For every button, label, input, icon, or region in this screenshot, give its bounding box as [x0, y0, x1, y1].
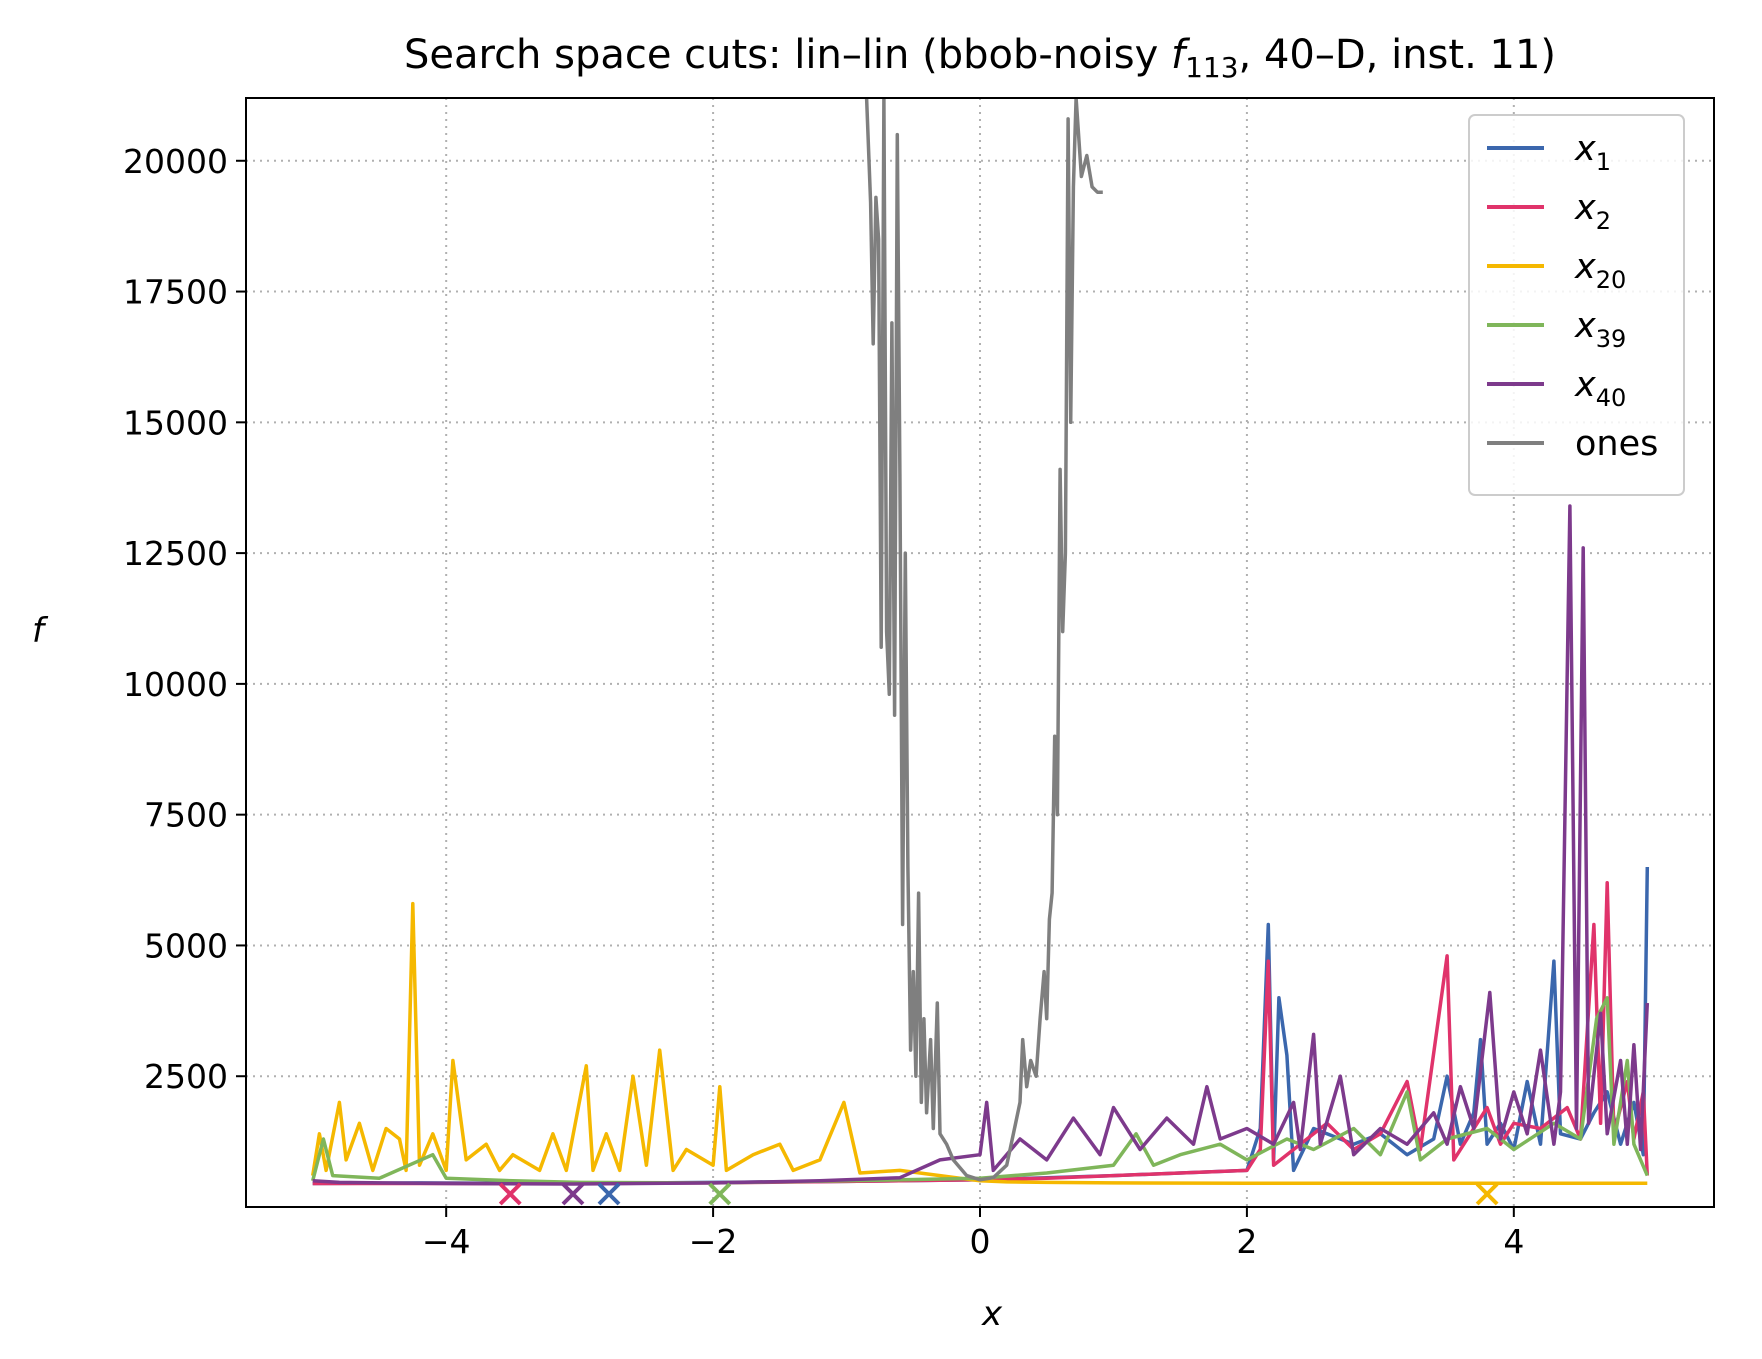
y-tick-label: 10000	[123, 665, 228, 704]
series-line-x1	[312, 866, 1650, 1186]
x-tick-label: −4	[422, 1222, 471, 1261]
series-line-ones	[864, 98, 1103, 1182]
legend-label: x2	[1574, 188, 1611, 235]
legend-label: x40	[1574, 365, 1626, 412]
legend-label: ones	[1575, 424, 1658, 464]
y-tick-label: 7500	[144, 796, 228, 835]
legend-box	[1468, 114, 1685, 496]
x-tick-label: −2	[689, 1222, 738, 1261]
y-tick-label: 12500	[123, 534, 228, 573]
min-marker-x40	[561, 1182, 585, 1206]
min-marker-x2	[498, 1182, 522, 1206]
series-line-x39	[311, 996, 1649, 1185]
min-marker-x1	[597, 1182, 621, 1206]
x-tick-label: 2	[1236, 1222, 1257, 1261]
x-tick-label: 4	[1503, 1222, 1524, 1261]
y-axis-label: f	[32, 611, 49, 651]
plot-area	[310, 98, 1650, 1206]
grid-lines	[246, 98, 1714, 1207]
legend: x1 x2 x20 x39 x40 ones	[1468, 114, 1685, 496]
x-tick-label: 0	[970, 1222, 991, 1261]
y-tick-label: 5000	[144, 926, 228, 965]
x-axis: −4 −2 0 2 4	[422, 1207, 1524, 1261]
y-tick-label: 20000	[123, 142, 228, 181]
legend-label: x20	[1574, 247, 1626, 294]
min-marker-x20	[1475, 1182, 1499, 1206]
y-tick-label: 15000	[123, 403, 228, 442]
legend-label: x39	[1574, 306, 1626, 353]
min-marker-x39	[708, 1182, 732, 1206]
y-axis: 2500 5000 7500 10000 12500 15000 17500 20000	[123, 142, 246, 1096]
series-line-x40	[312, 504, 1650, 1186]
y-tick-label: 17500	[123, 273, 228, 312]
y-tick-label: 2500	[144, 1057, 228, 1096]
chart-title: Search space cuts: lin–lin (bbob-noisy f…	[404, 32, 1556, 84]
legend-label: x1	[1574, 129, 1611, 176]
x-axis-label: x	[981, 1294, 1003, 1334]
